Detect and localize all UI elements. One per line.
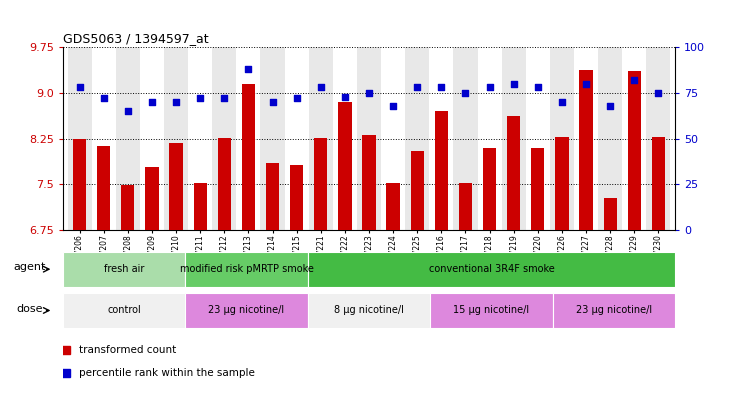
Bar	[502, 47, 525, 230]
Bar	[381, 47, 405, 230]
Point	[483, 84, 495, 90]
Point	[411, 84, 423, 90]
Bar	[531, 148, 545, 230]
Bar	[357, 47, 381, 230]
Text: fresh air: fresh air	[104, 264, 144, 274]
Bar	[622, 47, 646, 230]
Text: 23 μg nicotine/l: 23 μg nicotine/l	[208, 305, 285, 316]
Bar	[185, 252, 308, 287]
Text: 8 μg nicotine/l: 8 μg nicotine/l	[334, 305, 404, 316]
Text: percentile rank within the sample: percentile rank within the sample	[79, 368, 255, 378]
Bar	[145, 167, 159, 230]
Bar	[290, 165, 303, 230]
Bar	[140, 47, 164, 230]
Bar	[218, 138, 231, 230]
Bar	[362, 136, 376, 230]
Point	[628, 77, 640, 83]
Point	[315, 84, 327, 90]
Bar	[308, 47, 333, 230]
Point	[460, 90, 472, 96]
Bar	[579, 70, 593, 230]
Bar	[430, 47, 453, 230]
Bar	[453, 47, 477, 230]
Point	[194, 95, 206, 101]
Bar	[477, 47, 502, 230]
Bar	[236, 47, 261, 230]
Text: conventional 3R4F smoke: conventional 3R4F smoke	[429, 264, 554, 274]
Bar	[338, 102, 351, 230]
Bar	[170, 143, 183, 230]
Bar	[574, 47, 598, 230]
Bar	[63, 252, 185, 287]
Bar	[550, 47, 574, 230]
Bar	[308, 252, 675, 287]
Bar	[604, 198, 617, 230]
Bar	[555, 137, 568, 230]
Bar	[308, 293, 430, 328]
Text: modified risk pMRTP smoke: modified risk pMRTP smoke	[179, 264, 314, 274]
Bar	[525, 47, 550, 230]
Point	[363, 90, 375, 96]
Bar	[430, 293, 553, 328]
Bar	[63, 293, 185, 328]
Point	[266, 99, 278, 105]
Bar	[405, 47, 430, 230]
Bar	[646, 47, 670, 230]
Point	[508, 81, 520, 87]
Bar	[73, 138, 86, 230]
Bar	[242, 84, 255, 230]
Point	[604, 103, 616, 109]
Point	[435, 84, 447, 90]
Point	[170, 99, 182, 105]
Bar	[68, 47, 92, 230]
Bar	[185, 293, 308, 328]
Point	[532, 84, 544, 90]
Text: GDS5063 / 1394597_at: GDS5063 / 1394597_at	[63, 31, 208, 44]
Bar	[285, 47, 308, 230]
Bar	[627, 71, 641, 230]
Bar	[97, 147, 111, 230]
Point	[74, 84, 86, 90]
Text: control: control	[107, 305, 141, 316]
Point	[243, 66, 255, 72]
Bar	[266, 163, 279, 230]
Point	[291, 95, 303, 101]
Text: agent: agent	[13, 263, 46, 272]
Bar	[435, 111, 448, 230]
Bar	[116, 47, 140, 230]
Bar	[483, 148, 496, 230]
Bar	[193, 183, 207, 230]
Point	[218, 95, 230, 101]
Bar	[387, 183, 400, 230]
Bar	[164, 47, 188, 230]
Point	[98, 95, 110, 101]
Bar	[213, 47, 236, 230]
Bar	[188, 47, 213, 230]
Bar	[261, 47, 285, 230]
Point	[387, 103, 399, 109]
Point	[652, 90, 664, 96]
Text: 15 μg nicotine/l: 15 μg nicotine/l	[453, 305, 530, 316]
Bar	[507, 116, 520, 230]
Bar	[459, 183, 472, 230]
Text: transformed count: transformed count	[79, 345, 176, 355]
Bar	[652, 137, 665, 230]
Bar	[410, 151, 424, 230]
Bar	[598, 47, 622, 230]
Point	[556, 99, 568, 105]
Point	[122, 108, 134, 114]
Point	[580, 81, 592, 87]
Bar	[553, 293, 675, 328]
Text: dose: dose	[16, 304, 43, 314]
Bar	[121, 185, 134, 230]
Point	[146, 99, 158, 105]
Bar	[92, 47, 116, 230]
Text: 23 μg nicotine/l: 23 μg nicotine/l	[576, 305, 652, 316]
Point	[339, 94, 351, 100]
Bar	[333, 47, 357, 230]
Bar	[314, 138, 328, 230]
